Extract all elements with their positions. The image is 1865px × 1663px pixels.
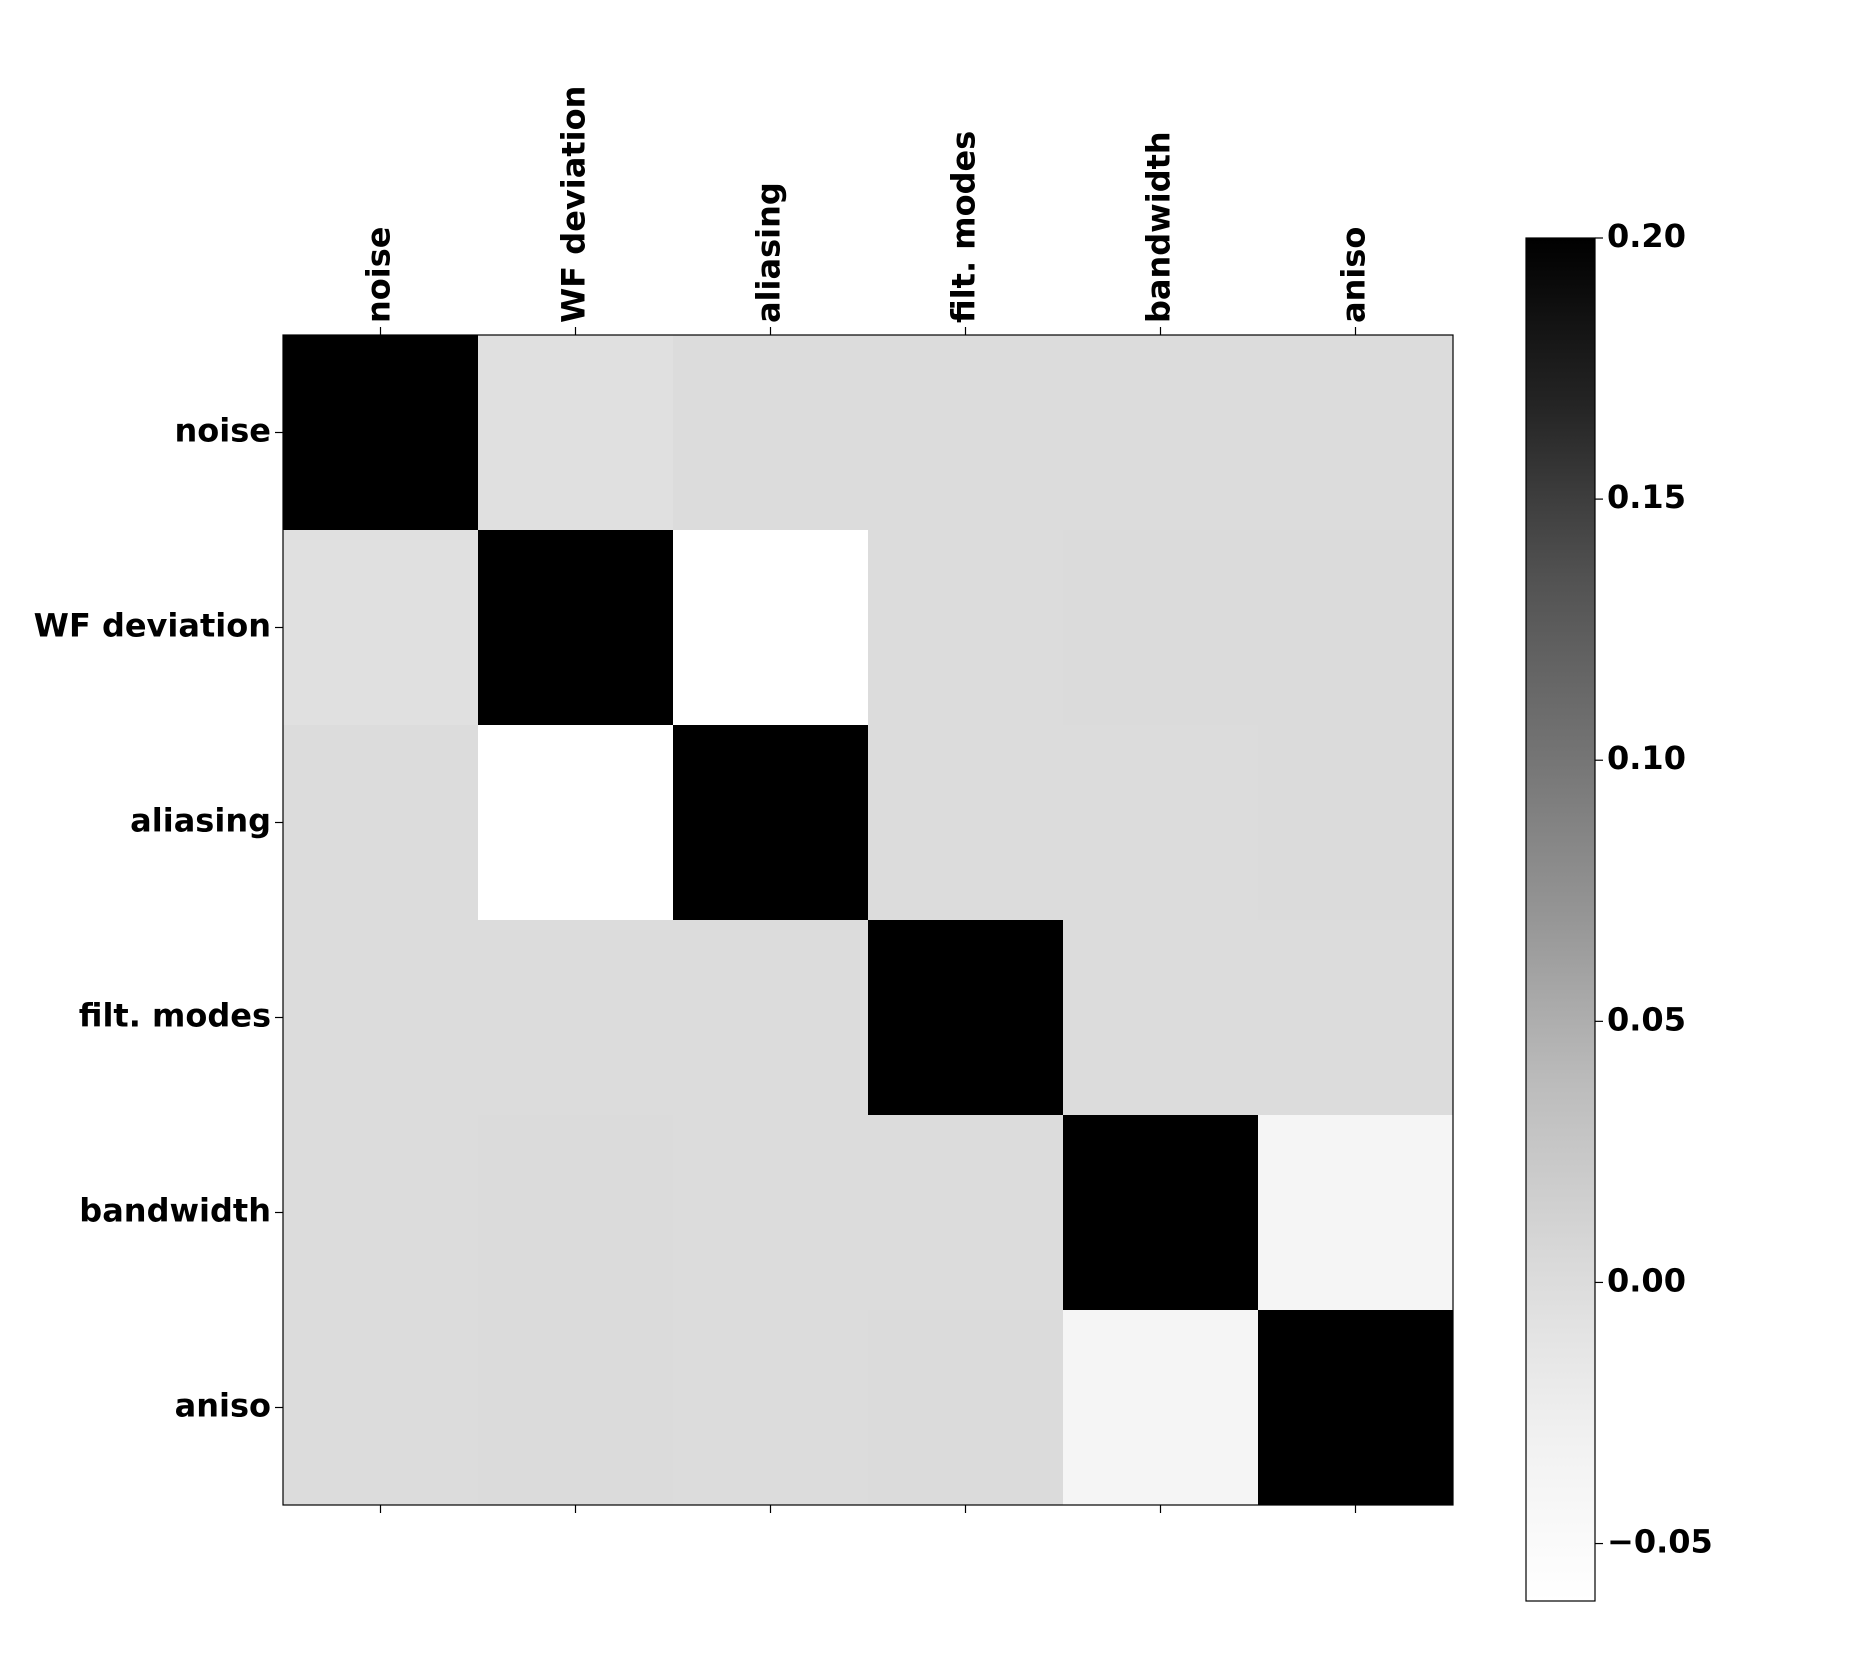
colorbar-tick-label: 0.10: [1607, 739, 1686, 777]
heatmap-cell: [283, 530, 479, 726]
colorbar-tick-label: 0.15: [1607, 478, 1686, 516]
heatmap-cell: [283, 335, 479, 531]
colorbar-tick-label: 0.00: [1607, 1261, 1686, 1299]
heatmap-cell: [1063, 335, 1259, 531]
y-tick-label: noise: [175, 412, 271, 450]
heatmap-cell: [478, 335, 674, 531]
y-tick-label: filt. modes: [79, 997, 271, 1035]
x-tick-label: aniso: [1335, 227, 1373, 323]
heatmap-cell: [673, 920, 869, 1116]
heatmap-cell: [1063, 1115, 1259, 1311]
heatmap-cell: [1258, 530, 1454, 726]
heatmap-cell: [283, 1310, 479, 1506]
heatmap-cell: [1063, 920, 1259, 1116]
heatmap-cell: [868, 335, 1064, 531]
heatmap-cell: [868, 1115, 1064, 1311]
heatmap-cell: [283, 725, 479, 921]
heatmap-cell: [1063, 1310, 1259, 1506]
heatmap-cell: [868, 1310, 1064, 1506]
heatmap-cell: [868, 725, 1064, 921]
heatmap-cell: [478, 1115, 674, 1311]
heatmap-cell: [673, 530, 869, 726]
y-tick-label: aniso: [175, 1387, 271, 1425]
heatmap-cell: [673, 1115, 869, 1311]
y-tick-label: aliasing: [130, 802, 271, 840]
heatmap-cell: [673, 335, 869, 531]
heatmap-cell: [283, 1115, 479, 1311]
heatmap-cell: [283, 920, 479, 1116]
heatmap-cell: [1063, 725, 1259, 921]
x-tick-label: bandwidth: [1140, 131, 1178, 323]
heatmap-cell: [1258, 335, 1454, 531]
heatmap-cell: [1258, 1310, 1454, 1506]
heatmap-cell: [1258, 920, 1454, 1116]
x-tick-label: filt. modes: [945, 131, 983, 323]
colorbar-tick-label: 0.20: [1607, 217, 1686, 255]
y-tick-label: WF deviation: [34, 607, 271, 645]
colorbar: [1525, 237, 1596, 1602]
colorbar-tick-label: −0.05: [1607, 1523, 1713, 1561]
x-tick-label: WF deviation: [555, 86, 593, 323]
heatmap-cell: [478, 1310, 674, 1506]
x-tick-label: aliasing: [750, 182, 788, 323]
heatmap-cell: [478, 530, 674, 726]
heatmap-cell: [868, 920, 1064, 1116]
heatmap-cell: [868, 530, 1064, 726]
heatmap-cell: [673, 725, 869, 921]
heatmap-cell: [1258, 1115, 1454, 1311]
colorbar-tick-label: 0.05: [1607, 1000, 1686, 1038]
heatmap-cell: [673, 1310, 869, 1506]
heatmap-cell: [478, 725, 674, 921]
heatmap-cell: [1063, 530, 1259, 726]
heatmap-cell: [478, 920, 674, 1116]
x-tick-label: noise: [360, 227, 398, 323]
y-tick-label: bandwidth: [79, 1192, 271, 1230]
plot-frame: [282, 334, 1454, 1506]
heatmap-cell: [1258, 725, 1454, 921]
